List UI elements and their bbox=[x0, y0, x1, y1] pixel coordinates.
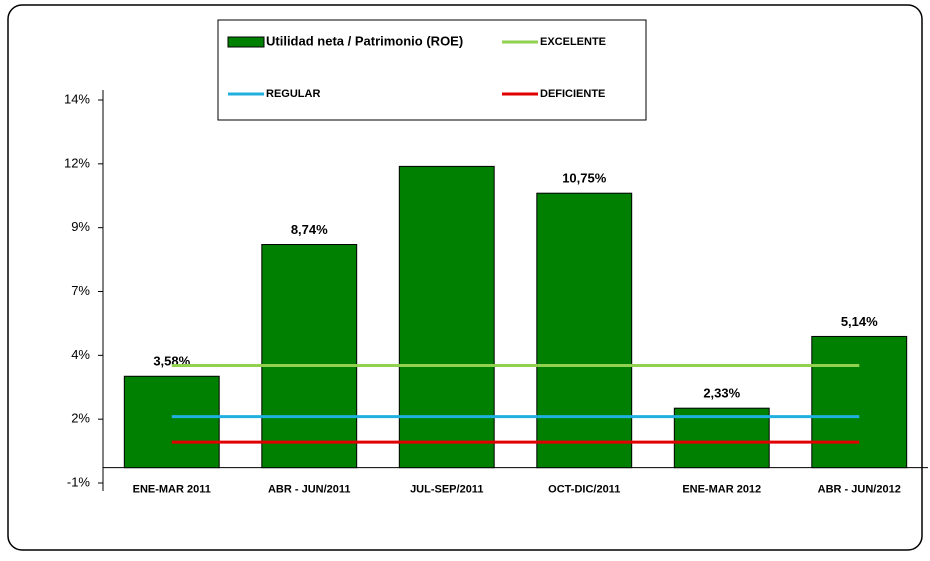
y-tick-label: 9% bbox=[71, 219, 90, 234]
legend-swatch bbox=[227, 36, 265, 48]
y-tick-label: -1% bbox=[67, 474, 91, 489]
x-tick-label: ENE-MAR 2012 bbox=[682, 484, 761, 496]
y-tick-label: 14% bbox=[64, 91, 90, 106]
legend-label: DEFICIENTE bbox=[540, 88, 605, 100]
y-tick-label: 7% bbox=[71, 283, 90, 298]
legend-label: Utilidad neta / Patrimonio (ROE) bbox=[266, 33, 463, 48]
legend-label: REGULAR bbox=[266, 88, 320, 100]
bar bbox=[398, 165, 495, 469]
legend-label: EXCELENTE bbox=[540, 36, 606, 48]
data-label: 2,33% bbox=[703, 386, 740, 401]
data-label: 10,75% bbox=[562, 171, 607, 186]
x-tick-label: OCT-DIC/2011 bbox=[548, 484, 620, 496]
y-tick-label: 4% bbox=[71, 347, 90, 362]
x-tick-label: ENE-MAR 2011 bbox=[133, 484, 211, 496]
y-tick-label: 2% bbox=[71, 411, 90, 426]
y-tick-label: 12% bbox=[64, 155, 90, 170]
bar bbox=[811, 335, 908, 469]
legend-box bbox=[217, 19, 647, 121]
bar bbox=[261, 244, 358, 469]
bar bbox=[536, 192, 633, 469]
data-label: 5,14% bbox=[841, 314, 878, 329]
bar bbox=[123, 375, 220, 469]
x-tick-label: ABR - JUN/2011 bbox=[268, 484, 351, 496]
x-tick-label: ABR - JUN/2012 bbox=[818, 484, 901, 496]
x-tick-label: JUL-SEP/2011 bbox=[410, 484, 483, 496]
data-label: 8,74% bbox=[291, 222, 328, 237]
